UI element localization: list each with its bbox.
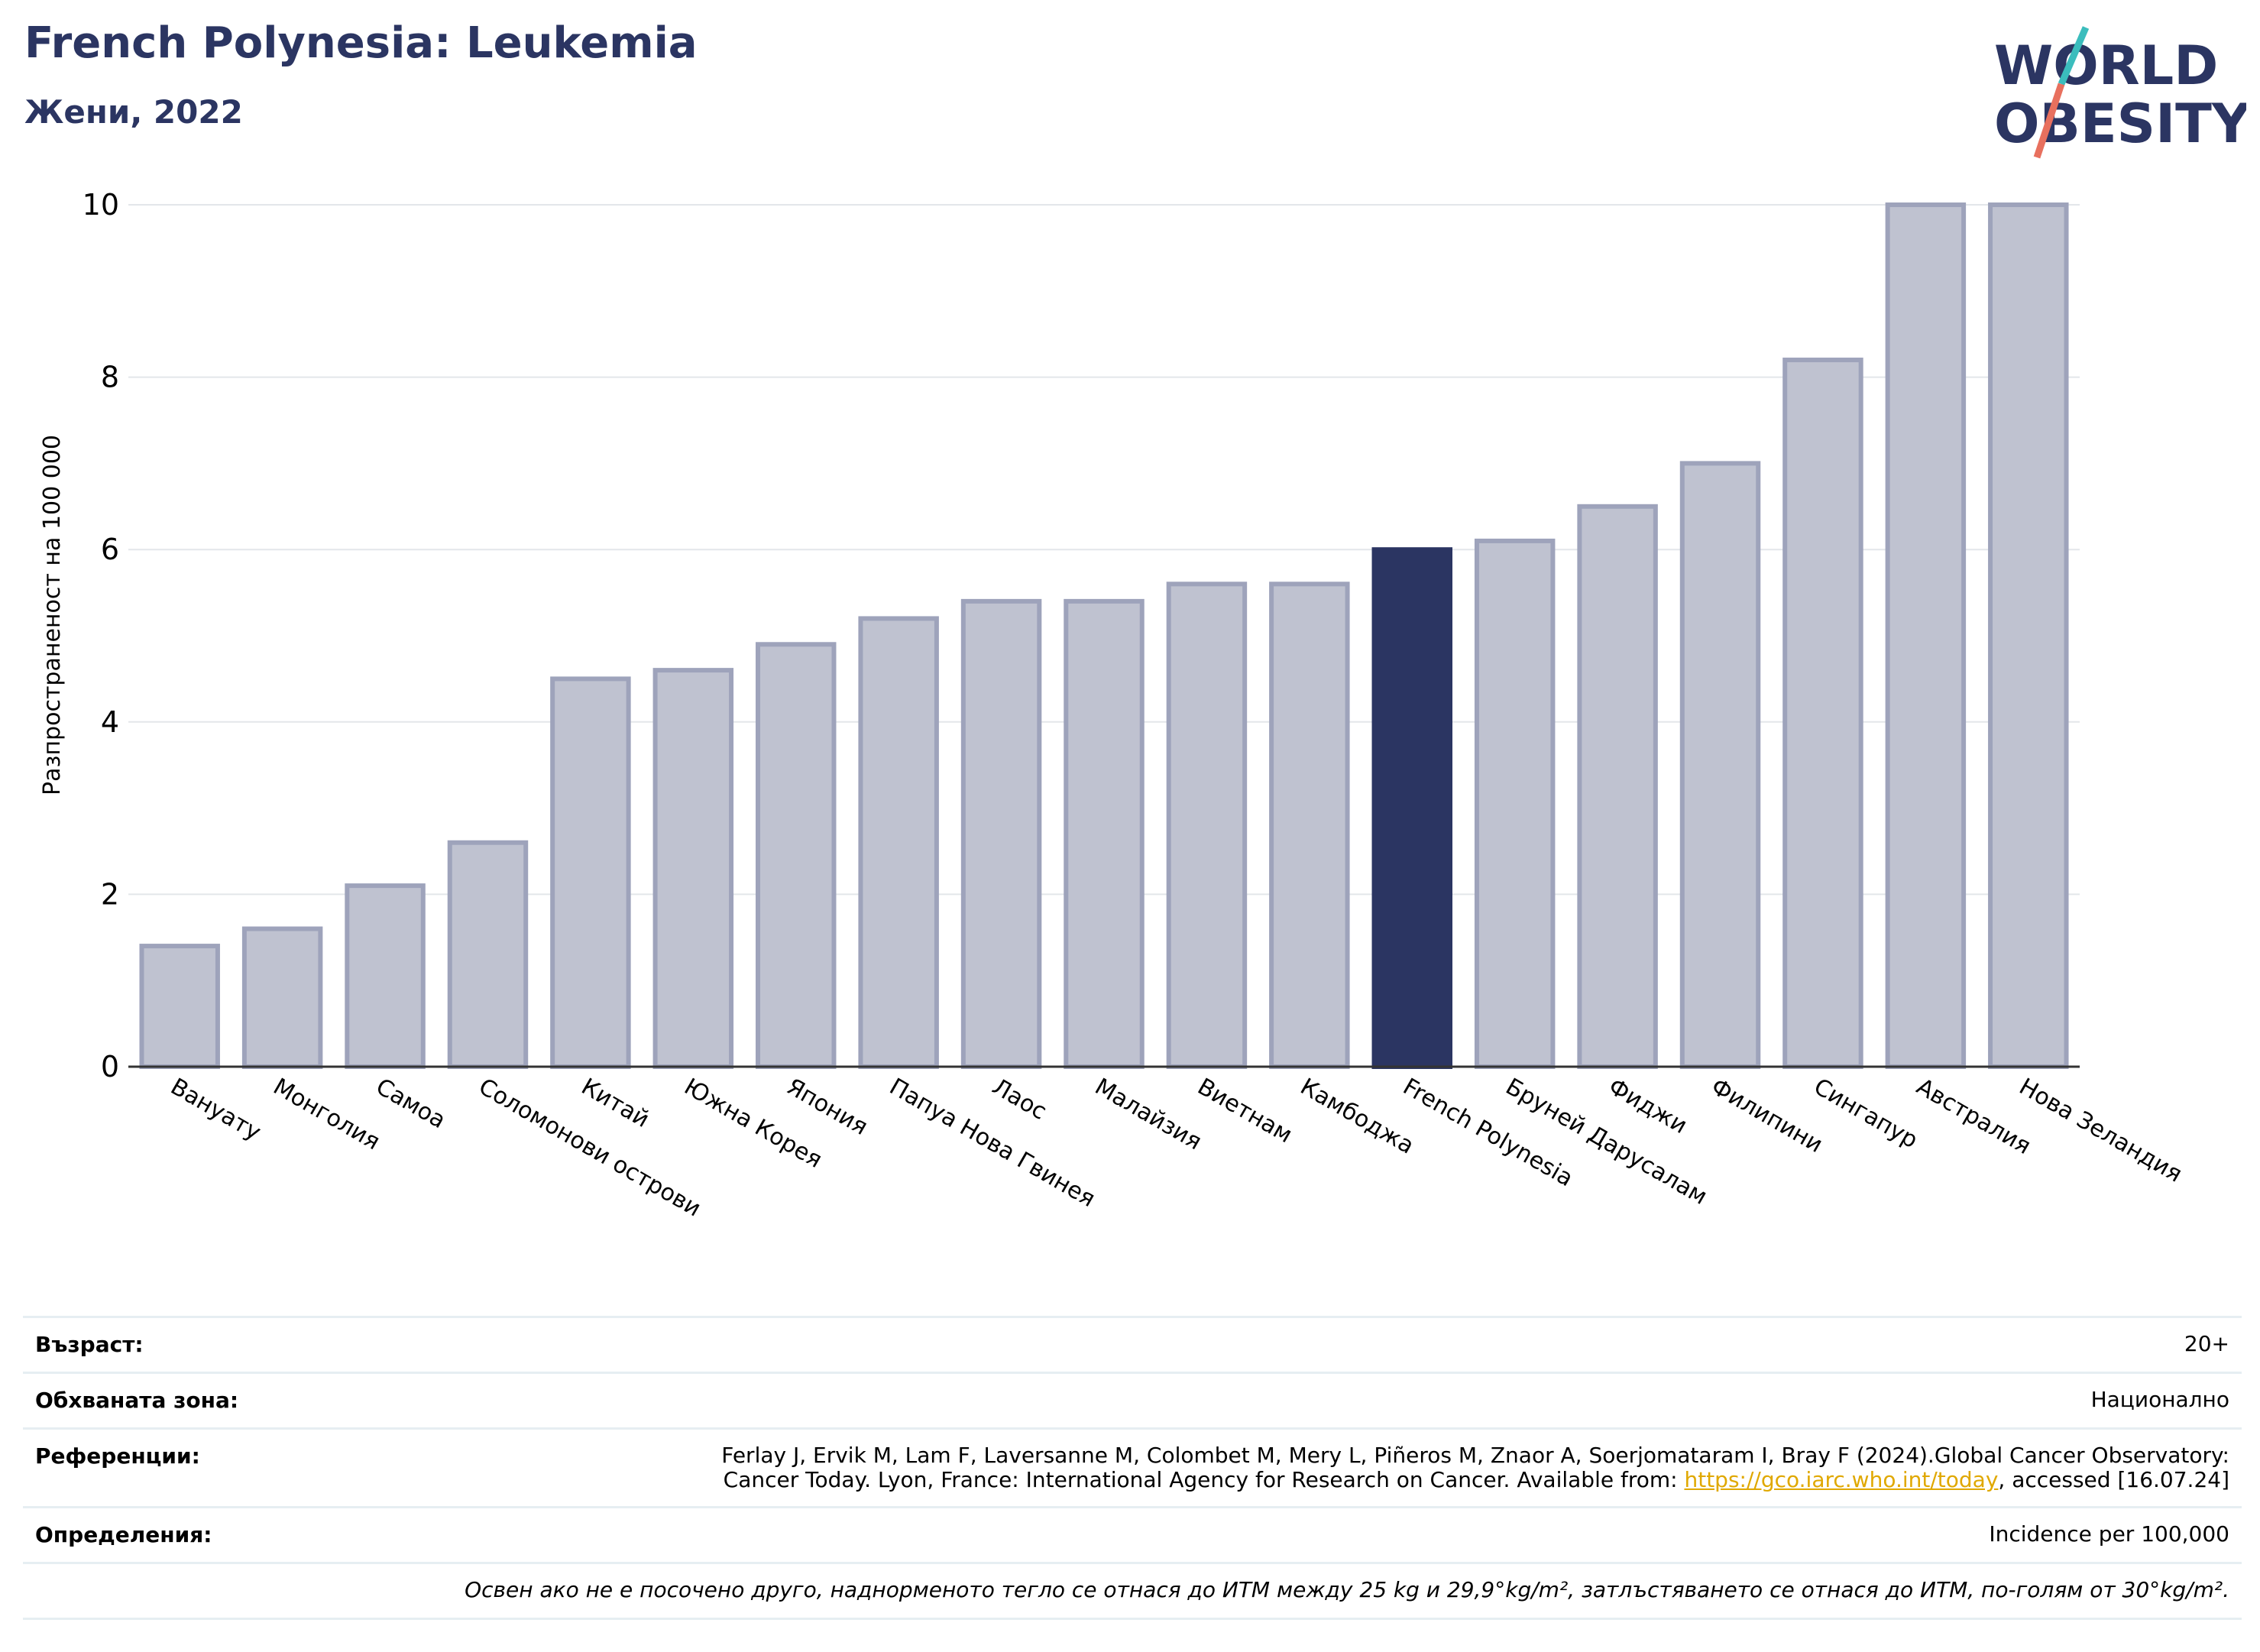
y-axis-ticks: 0 2 4 6 8 10 [83, 188, 119, 1084]
logo-slash-red [2033, 83, 2065, 159]
x-tick-label: Филипини [1707, 1074, 1828, 1158]
bar [550, 676, 631, 1070]
chart-subtitle: Жени, 2022 [24, 93, 243, 131]
references-label: Референции: [35, 1443, 200, 1469]
x-tick-label: Фиджи [1604, 1074, 1692, 1140]
info-row-note: Освен ако не е посочено друго, наднормен… [23, 1562, 2242, 1620]
x-tick-label: Япония [782, 1074, 873, 1141]
x-tick-label: Камбоджа [1296, 1074, 1419, 1160]
bar [858, 616, 939, 1069]
bar [241, 926, 323, 1070]
info-table: Възраст: 20+ Обхваната зона: Национално … [23, 1316, 2242, 1620]
area-value: Национално [2090, 1387, 2229, 1412]
bar [1885, 202, 1967, 1069]
bar-highlighted [1371, 547, 1452, 1069]
age-label: Възраст: [35, 1332, 144, 1357]
world-obesity-logo: WORLD OBESITY [1994, 26, 2246, 159]
definitions-label: Определения: [35, 1522, 212, 1547]
bar [960, 598, 1042, 1069]
bar [652, 668, 734, 1069]
x-tick-label: Самоа [371, 1074, 450, 1135]
bars [139, 202, 2069, 1070]
note-text: Освен ако не е посочено друго, наднормен… [465, 1577, 2229, 1602]
area-label: Обхваната зона: [35, 1388, 239, 1413]
bar [1782, 358, 1863, 1070]
y-tick-label: 4 [101, 705, 119, 739]
x-tick-label: Сингапур [1809, 1074, 1922, 1155]
bar [1064, 598, 1145, 1069]
bar [1474, 538, 1556, 1069]
x-tick-label: Монголия [269, 1074, 384, 1156]
y-tick-label: 6 [101, 533, 119, 566]
bar [345, 883, 426, 1069]
definitions-value: Incidence per 100,000 [1989, 1521, 2229, 1547]
x-tick-label: French Polynesia [1398, 1074, 1577, 1193]
x-tick-label: Виетнам [1193, 1074, 1297, 1149]
info-row-references: Референции: Ferlay J, Ervik M, Lam F, La… [23, 1427, 2242, 1506]
x-tick-label: Вануату [166, 1074, 265, 1146]
bar [1988, 202, 2069, 1069]
y-tick-label: 10 [83, 188, 119, 222]
logo-text-world: WORLD [1994, 34, 2218, 97]
bar [1269, 581, 1350, 1069]
y-tick-label: 0 [101, 1050, 119, 1084]
y-tick-label: 2 [101, 877, 119, 911]
logo-slash-teal [2058, 26, 2090, 86]
info-row-age: Възраст: 20+ [23, 1316, 2242, 1372]
x-tick-label: Китай [577, 1074, 654, 1133]
y-tick-label: 8 [101, 361, 119, 394]
references-link[interactable]: https://gco.iarc.who.int/today [1684, 1467, 1999, 1492]
age-value: 20+ [2184, 1331, 2229, 1356]
x-tick-label: Нова Зеландия [2015, 1074, 2187, 1188]
x-tick-label: Австралия [1912, 1074, 2035, 1160]
chart-title: French Polynesia: Leukemia [24, 18, 698, 68]
references-value: Ferlay J, Ervik M, Lam F, Laversanne M, … [721, 1443, 2229, 1492]
bar [139, 944, 220, 1069]
references-line1: Ferlay J, Ervik M, Lam F, Laversanne M, … [721, 1443, 2229, 1468]
y-axis-label: Разпространеност на 100 000 [39, 435, 66, 795]
info-row-definitions: Определения: Incidence per 100,000 [23, 1506, 2242, 1562]
references-line2-post: , accessed [16.07.24] [1998, 1467, 2229, 1492]
bar [1679, 461, 1761, 1069]
info-row-area: Обхваната зона: Национално [23, 1372, 2242, 1427]
bar [1577, 504, 1658, 1069]
x-tick-label: Малайзия [1090, 1074, 1206, 1156]
x-tick-label: Лаос [988, 1074, 1051, 1126]
logo-text-obesity: OBESITY [1994, 92, 2246, 155]
bar [1166, 581, 1248, 1069]
references-line2-pre: Cancer Today. Lyon, France: Internationa… [723, 1467, 1685, 1492]
bar [756, 642, 837, 1069]
bar [447, 840, 529, 1069]
